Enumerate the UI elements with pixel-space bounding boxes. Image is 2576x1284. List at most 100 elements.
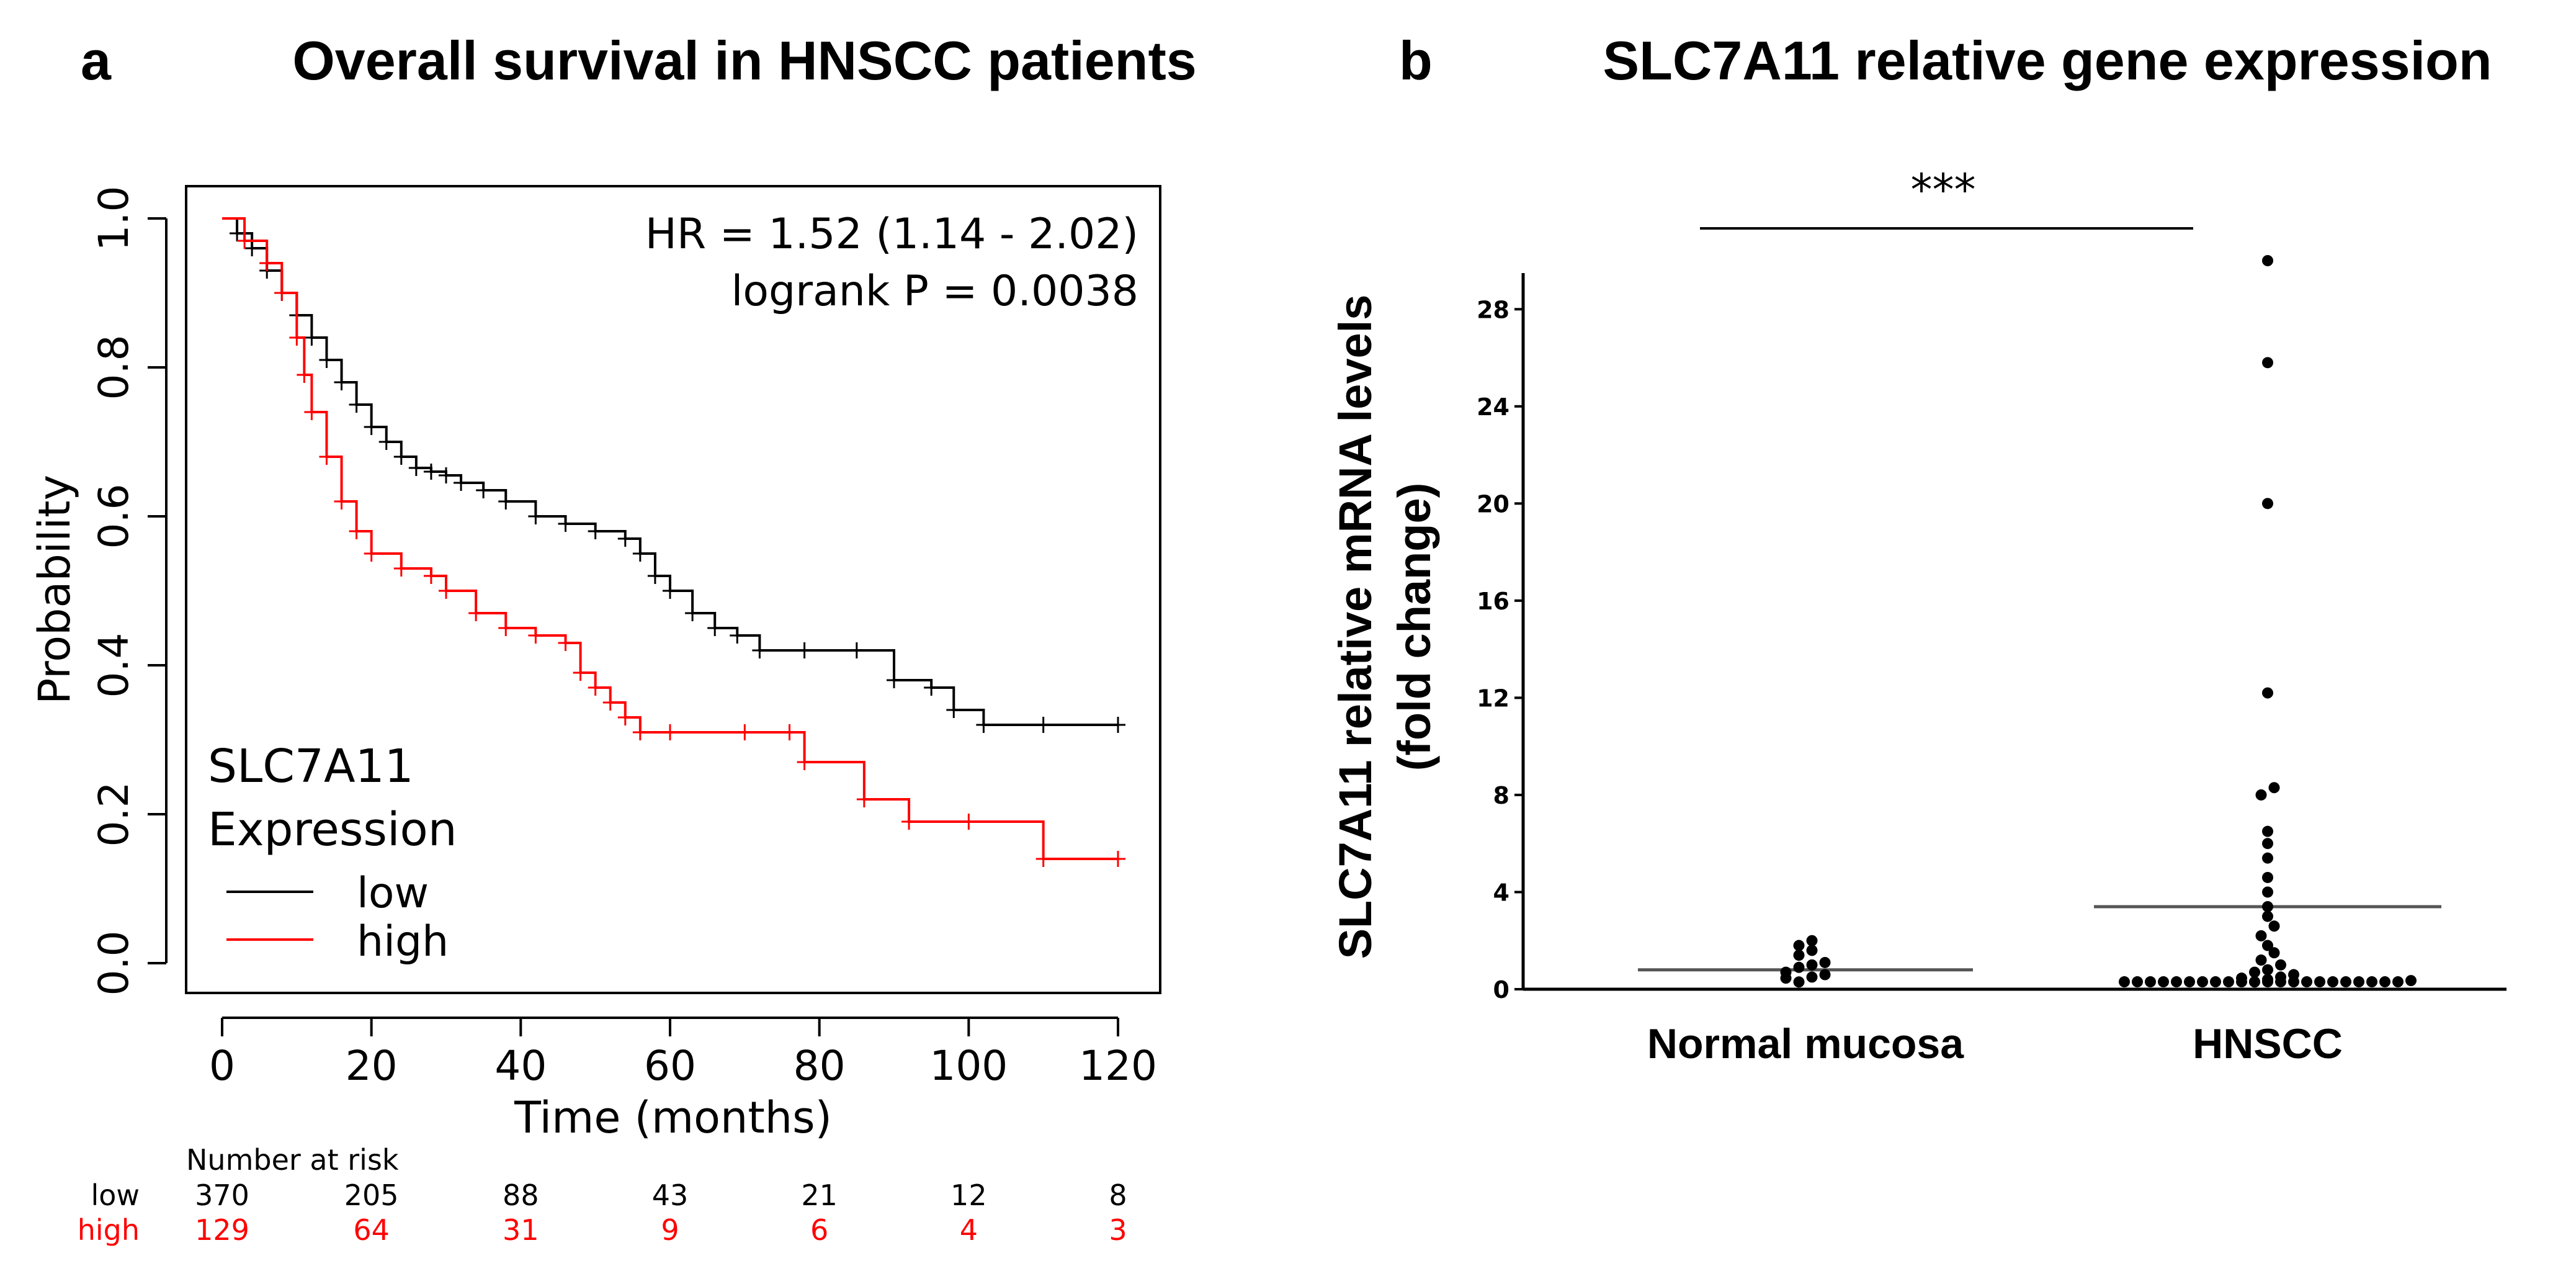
km-y-tick-label: 0.4 bbox=[90, 633, 138, 698]
km-censor-mark-high bbox=[334, 493, 349, 510]
km-x-tick-label: 120 bbox=[1079, 1042, 1157, 1090]
km-censor-mark-high bbox=[393, 560, 409, 577]
data-point-hnscc bbox=[2249, 976, 2260, 988]
km-censor-mark-low bbox=[334, 374, 349, 390]
km-censor-mark-high bbox=[289, 330, 305, 346]
risk-value-low: 88 bbox=[503, 1178, 539, 1212]
km-censor-mark-low bbox=[498, 493, 514, 510]
km-x-tick-label: 60 bbox=[644, 1042, 696, 1090]
km-censor-mark-high bbox=[632, 724, 648, 740]
risk-value-high: 4 bbox=[960, 1213, 978, 1247]
km-censor-mark-high bbox=[901, 814, 917, 830]
km-y-tick-label: 0.8 bbox=[90, 335, 138, 400]
data-point-hnscc bbox=[2255, 954, 2267, 966]
expression-y-tick-label: 4 bbox=[1493, 879, 1509, 906]
km-censor-mark-high bbox=[663, 724, 678, 740]
data-point-hnscc bbox=[2262, 940, 2273, 951]
km-censor-mark-low bbox=[730, 627, 745, 644]
data-point-normal-mucosa bbox=[1806, 935, 1818, 946]
km-censor-mark-low bbox=[244, 240, 260, 256]
expression-y-axis-label-line-2: (fold change) bbox=[1389, 483, 1440, 771]
expression-y-axis: 0 4 8 12 16 20 24 28 bbox=[1477, 273, 1525, 1003]
hazard-ratio-annotation: HR = 1.52 (1.14 - 2.02) bbox=[645, 210, 1138, 259]
km-censor-mark-low bbox=[476, 482, 491, 498]
data-point-hnscc bbox=[2262, 900, 2273, 912]
km-censor-mark-high bbox=[797, 754, 812, 770]
data-point-hnscc bbox=[2314, 976, 2325, 988]
km-censor-mark-high bbox=[468, 605, 484, 621]
km-censor-mark-high bbox=[297, 367, 312, 383]
km-censor-mark-high bbox=[439, 583, 454, 599]
km-censor-mark-low bbox=[439, 467, 454, 483]
km-censor-mark-high bbox=[304, 404, 320, 420]
panel-b-label: b bbox=[1399, 30, 1433, 91]
panel-a-title: Overall survival in HNSCC patients bbox=[292, 30, 1196, 91]
km-x-tick-label: 40 bbox=[494, 1042, 547, 1090]
expression-y-tick-label: 16 bbox=[1477, 588, 1509, 615]
data-point-hnscc bbox=[2275, 959, 2286, 971]
expression-y-tick-label: 12 bbox=[1477, 685, 1509, 712]
legend-label-high: high bbox=[357, 917, 449, 966]
data-point-hnscc bbox=[2236, 976, 2247, 988]
data-point-hnscc bbox=[2262, 886, 2273, 898]
data-point-hnscc bbox=[2223, 976, 2234, 988]
km-censor-mark-low bbox=[378, 434, 394, 450]
data-point-normal-mucosa bbox=[1819, 969, 1831, 981]
km-censor-mark-low bbox=[393, 449, 409, 465]
km-censor-mark-low bbox=[797, 642, 812, 658]
km-censor-mark-high bbox=[237, 233, 253, 249]
km-censor-mark-high bbox=[319, 449, 334, 465]
km-censor-mark-high bbox=[782, 724, 797, 740]
data-point-hnscc bbox=[2405, 975, 2417, 987]
data-point-hnscc bbox=[2262, 910, 2273, 922]
data-point-normal-mucosa bbox=[1806, 945, 1818, 956]
km-censor-mark-low bbox=[1111, 717, 1125, 733]
km-censor-mark-high bbox=[961, 814, 977, 830]
group-means bbox=[1638, 905, 2441, 972]
expression-y-axis-label: SLC7A11 relative mRNA levels (fold chang… bbox=[1330, 295, 1440, 959]
km-x-tick-label: 80 bbox=[794, 1042, 846, 1090]
km-y-axis-label: Probability bbox=[29, 475, 80, 704]
km-x-tick-label: 100 bbox=[929, 1042, 1008, 1090]
data-point-hnscc bbox=[2262, 976, 2273, 988]
data-point-hnscc bbox=[2197, 976, 2208, 988]
expression-y-tick-label: 20 bbox=[1477, 490, 1509, 518]
data-point-normal-mucosa bbox=[1780, 972, 1792, 984]
expression-y-tick-label: 28 bbox=[1477, 296, 1509, 323]
km-censor-mark-low bbox=[364, 419, 379, 435]
risk-value-high: 3 bbox=[1109, 1213, 1127, 1247]
data-point-hnscc bbox=[2262, 357, 2273, 369]
panel-b-title: SLC7A11 relative gene expression bbox=[1603, 30, 2492, 91]
km-censor-mark-low bbox=[558, 516, 573, 532]
data-point-hnscc bbox=[2268, 947, 2280, 959]
risk-value-high: 129 bbox=[195, 1213, 249, 1247]
legend-title-line-1: SLC7A11 bbox=[208, 740, 414, 793]
km-censor-mark-low bbox=[887, 672, 901, 688]
risk-value-low: 21 bbox=[801, 1178, 838, 1212]
km-censor-mark-high bbox=[1111, 851, 1125, 867]
km-x-tick-label: 0 bbox=[209, 1042, 235, 1090]
km-censor-mark-high bbox=[558, 635, 573, 651]
km-censor-mark-low bbox=[423, 464, 439, 480]
risk-value-high: 64 bbox=[353, 1213, 390, 1247]
data-point-hnscc bbox=[2268, 920, 2280, 932]
km-x-tick-label: 20 bbox=[346, 1042, 398, 1090]
data-point-hnscc bbox=[2262, 852, 2273, 864]
km-censor-mark-low bbox=[685, 605, 700, 621]
km-censor-mark-high bbox=[349, 523, 364, 539]
data-point-normal-mucosa bbox=[1793, 976, 1805, 988]
category-label-normal-mucosa: Normal mucosa bbox=[1647, 1020, 1964, 1067]
expression-y-axis-label-line-1: SLC7A11 relative mRNA levels bbox=[1330, 295, 1381, 959]
km-censor-mark-low bbox=[924, 680, 939, 696]
legend-label-low: low bbox=[357, 869, 429, 918]
km-y-tick-label: 0.2 bbox=[90, 782, 138, 847]
data-point-hnscc bbox=[2301, 976, 2312, 988]
data-point-hnscc bbox=[2262, 825, 2273, 837]
data-point-hnscc bbox=[2262, 255, 2273, 266]
significance-stars: *** bbox=[1911, 164, 1976, 215]
km-censor-mark-high bbox=[1035, 851, 1051, 867]
km-censor-mark-low bbox=[632, 545, 648, 562]
km-plot-frame bbox=[185, 185, 1161, 994]
